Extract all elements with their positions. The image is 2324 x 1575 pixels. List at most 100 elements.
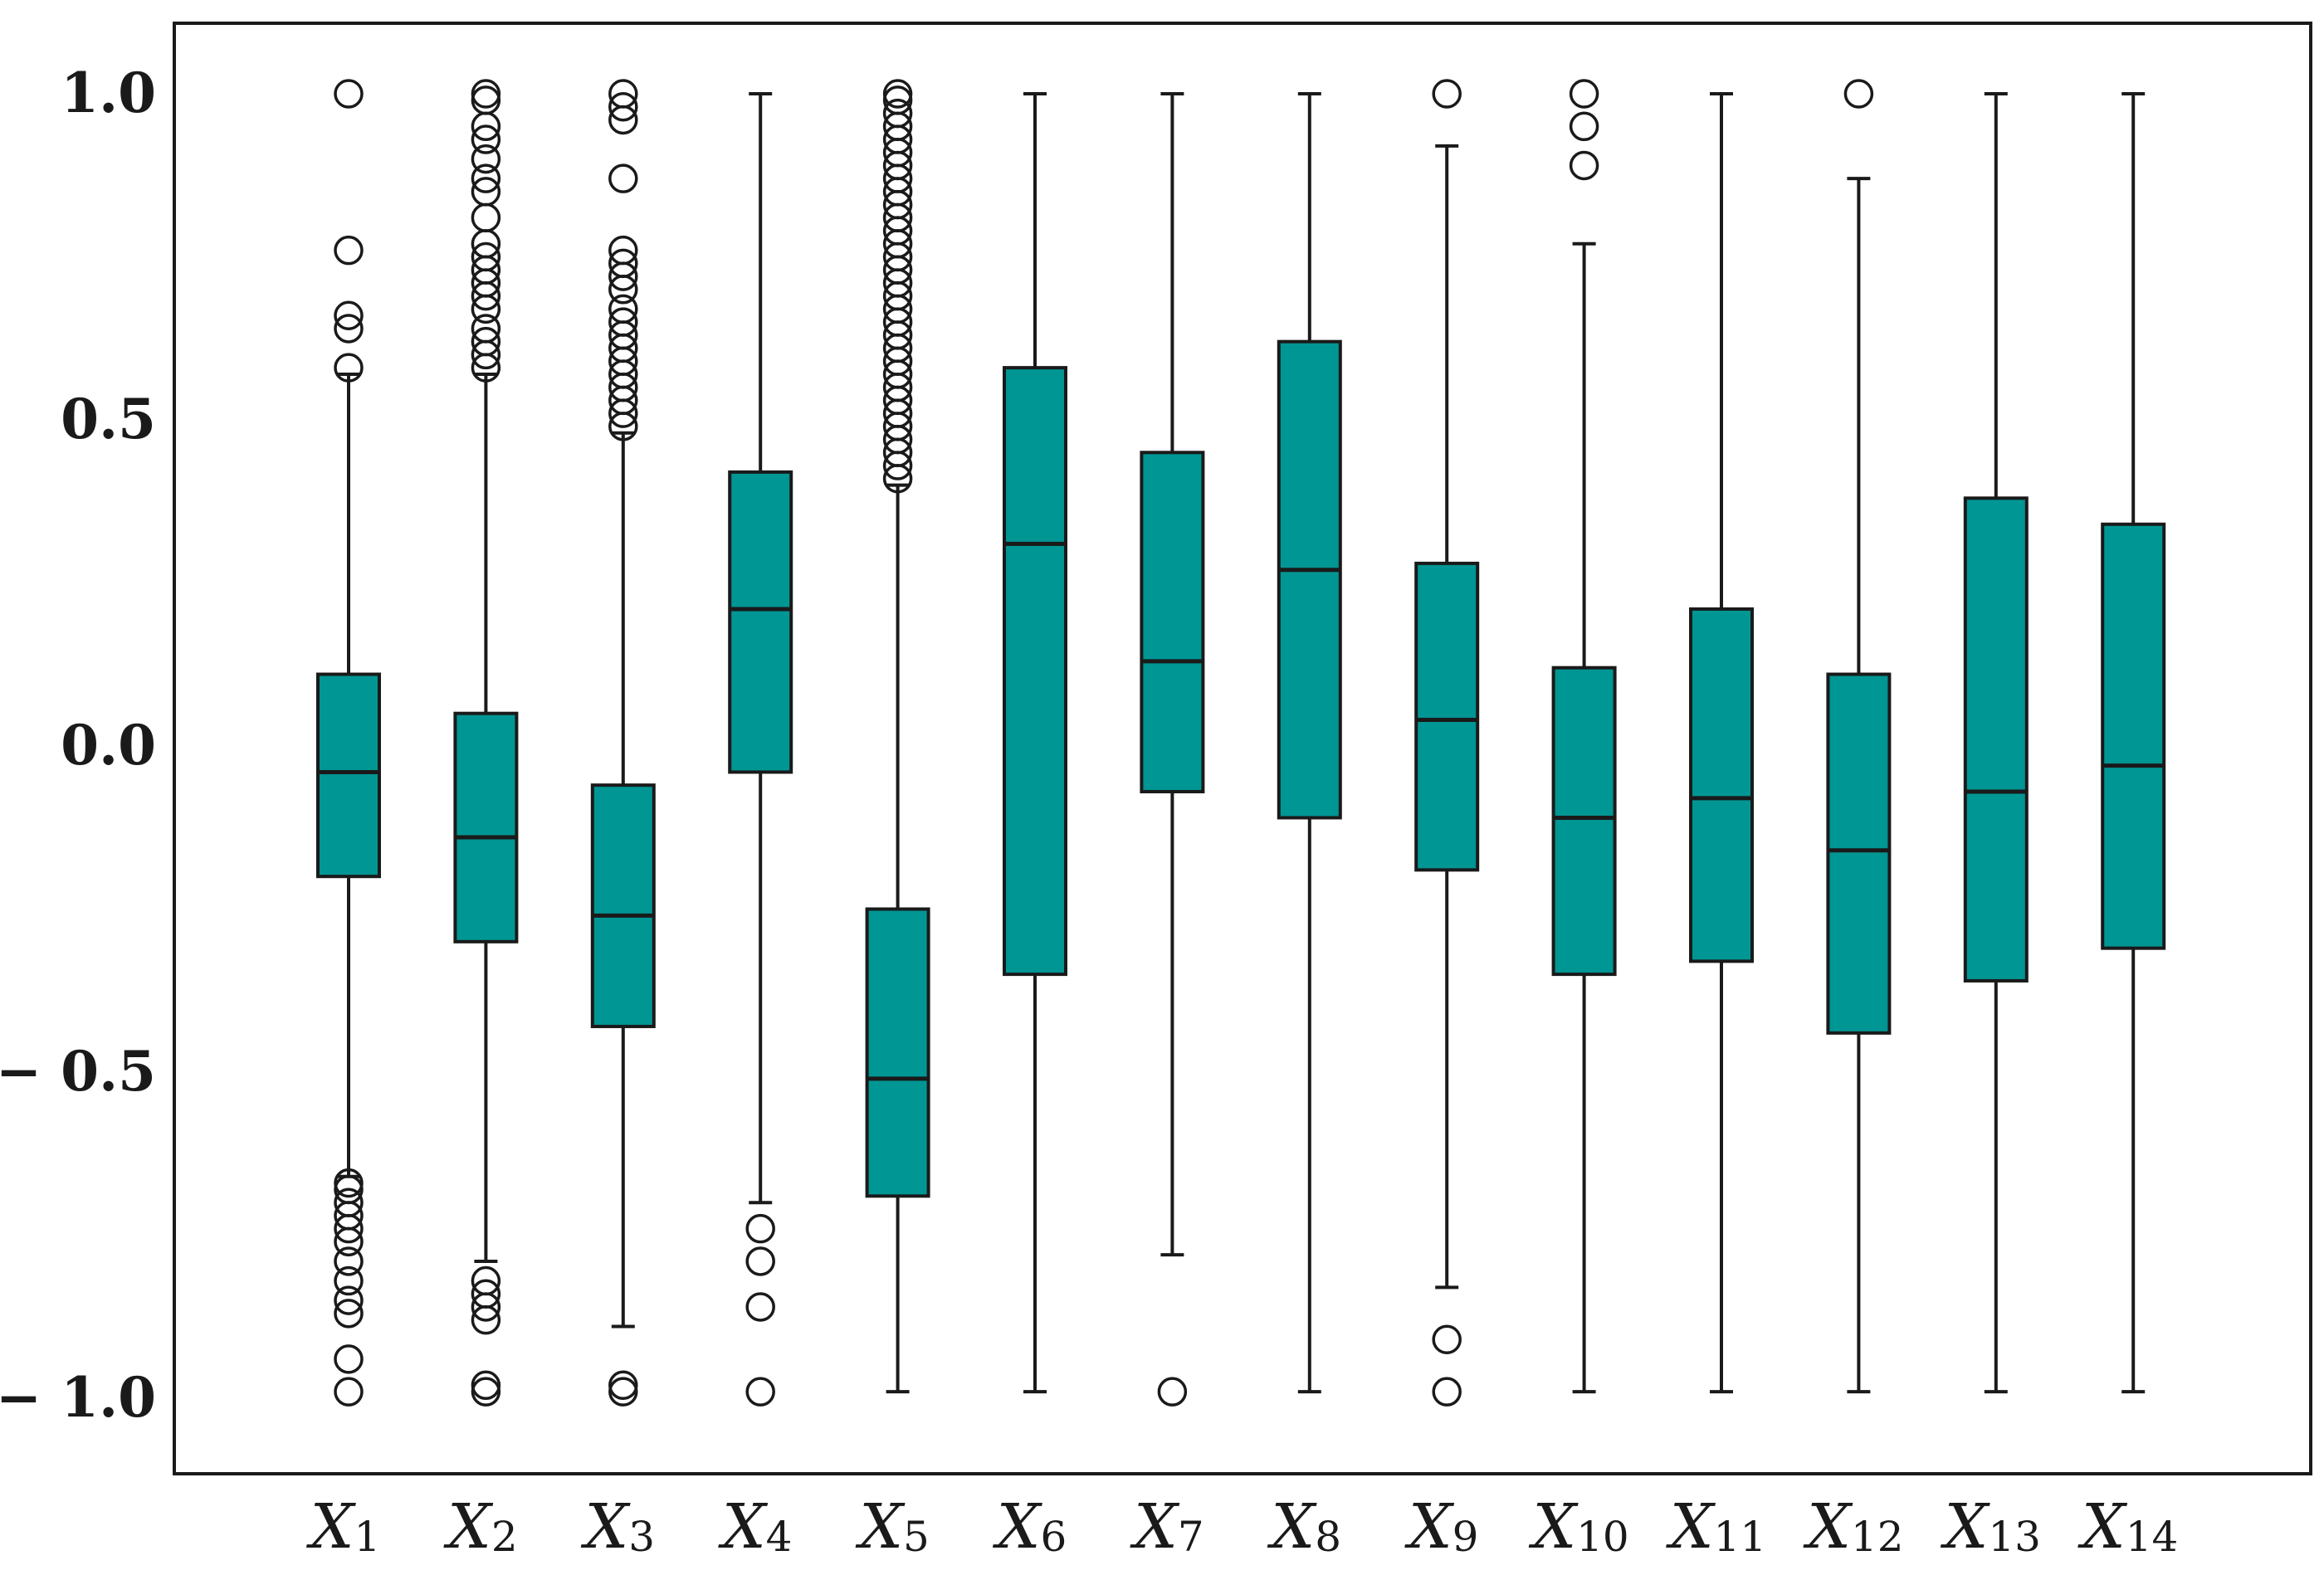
x-tick-label: X11 (1666, 1491, 1766, 1563)
iqr-box (1003, 366, 1067, 977)
x-tick-label: X12 (1803, 1491, 1903, 1563)
plot-frame (173, 22, 2312, 1475)
y-tick-label: − 1.0 (0, 1365, 156, 1430)
outlier-point (471, 163, 501, 193)
x-tick-label: X9 (1404, 1491, 1479, 1563)
x-tick-label: X4 (718, 1491, 793, 1563)
x-tick-label: X6 (993, 1491, 1067, 1563)
outlier-point (334, 1299, 364, 1329)
iqr-box (453, 711, 519, 944)
outlier-point (471, 1370, 501, 1401)
box-group-6 (1003, 92, 1067, 1394)
box-group-1 (316, 79, 381, 1407)
box-group-9 (1414, 79, 1480, 1407)
iqr-box (865, 907, 930, 1198)
outlier-point (608, 412, 638, 441)
outlier-point (471, 111, 501, 142)
outlier-point (745, 1377, 775, 1407)
outlier-point (334, 235, 364, 266)
outlier-point (471, 124, 501, 154)
outlier-point (1432, 1377, 1462, 1407)
x-tick-label: X3 (581, 1491, 656, 1563)
outlier-point (471, 1377, 501, 1407)
outlier-point (471, 294, 501, 324)
outlier-point (608, 1370, 638, 1401)
x-tick-label: X8 (1267, 1491, 1342, 1563)
outlier-point (1432, 79, 1462, 109)
outlier-point (334, 1377, 364, 1407)
iqr-box (1277, 339, 1342, 820)
x-tick-label: X7 (1130, 1491, 1204, 1563)
box-group-14 (2101, 92, 2166, 1394)
box-group-13 (1963, 92, 2029, 1394)
outlier-point (1843, 79, 1874, 109)
iqr-box (590, 783, 656, 1028)
iqr-box (1140, 451, 1205, 794)
outlier-point (1432, 1324, 1462, 1355)
x-tick-label: X14 (2077, 1491, 2178, 1563)
iqr-box (316, 672, 381, 879)
box-group-10 (1551, 79, 1617, 1394)
outlier-point (608, 1377, 638, 1407)
y-tick-label: 0.5 (61, 387, 156, 451)
outlier-point (471, 1304, 501, 1335)
x-tick-label: X10 (1528, 1491, 1628, 1563)
x-tick-label: X13 (1941, 1491, 2041, 1563)
outlier-point (608, 398, 638, 428)
outlier-point (608, 105, 638, 135)
box-group-7 (1140, 92, 1205, 1407)
outlier-point (471, 1292, 501, 1322)
box-group-4 (728, 92, 793, 1407)
outlier-point (471, 202, 501, 233)
iqr-box (1826, 672, 1892, 1035)
box-group-8 (1277, 92, 1342, 1394)
outlier-point (471, 79, 501, 109)
outlier-point (334, 1285, 364, 1315)
iqr-box (1551, 666, 1617, 977)
outlier-point (334, 314, 364, 344)
outlier-point (471, 144, 501, 174)
x-tick-label: X1 (306, 1491, 381, 1563)
outlier-point (334, 300, 364, 330)
outlier-point (471, 339, 501, 370)
iqr-box (1963, 496, 2029, 983)
outlier-point (745, 1292, 775, 1322)
outlier-point (745, 1246, 775, 1276)
box-group-3 (590, 79, 656, 1407)
outlier-point (882, 451, 913, 480)
box-group-5 (865, 79, 930, 1394)
outlier-point (1569, 150, 1599, 181)
outlier-point (334, 353, 364, 383)
outlier-point (882, 463, 913, 494)
iqr-box (728, 470, 793, 774)
box-group-12 (1826, 79, 1892, 1394)
outlier-point (1569, 111, 1599, 142)
x-tick-label: X5 (855, 1491, 930, 1563)
y-tick-label: 0.0 (61, 713, 156, 778)
outlier-point (334, 1344, 364, 1374)
x-axis: X1 X2 X3 X4 X5 X6 X7 X8 X9 X10 X11 X12 X13 X14 (306, 1491, 2179, 1563)
outlier-point (1569, 79, 1599, 109)
outlier-point (334, 1168, 364, 1198)
boxes-layer (316, 79, 2166, 1407)
outlier-point (334, 1213, 364, 1244)
iqr-box (2101, 522, 2166, 950)
outlier-point (471, 85, 501, 115)
outlier-point (608, 275, 638, 305)
y-tick-label: 1.0 (61, 61, 156, 125)
outlier-point (471, 280, 501, 311)
outlier-point (334, 1226, 364, 1257)
outlier-point (334, 1265, 364, 1296)
outlier-point (334, 1246, 364, 1276)
outlier-point (608, 261, 638, 291)
outlier-point (1157, 1377, 1188, 1407)
box-group-2 (453, 79, 519, 1407)
iqr-box (1414, 561, 1480, 872)
outlier-point (608, 91, 638, 122)
outlier-point (745, 1213, 775, 1244)
x-tick-label: X2 (443, 1491, 518, 1563)
outlier-point (608, 163, 638, 193)
y-tick-label: − 0.5 (0, 1039, 156, 1104)
y-axis: 1.0 0.5 0.0 − 0.5 − 1.0 (0, 61, 156, 1430)
